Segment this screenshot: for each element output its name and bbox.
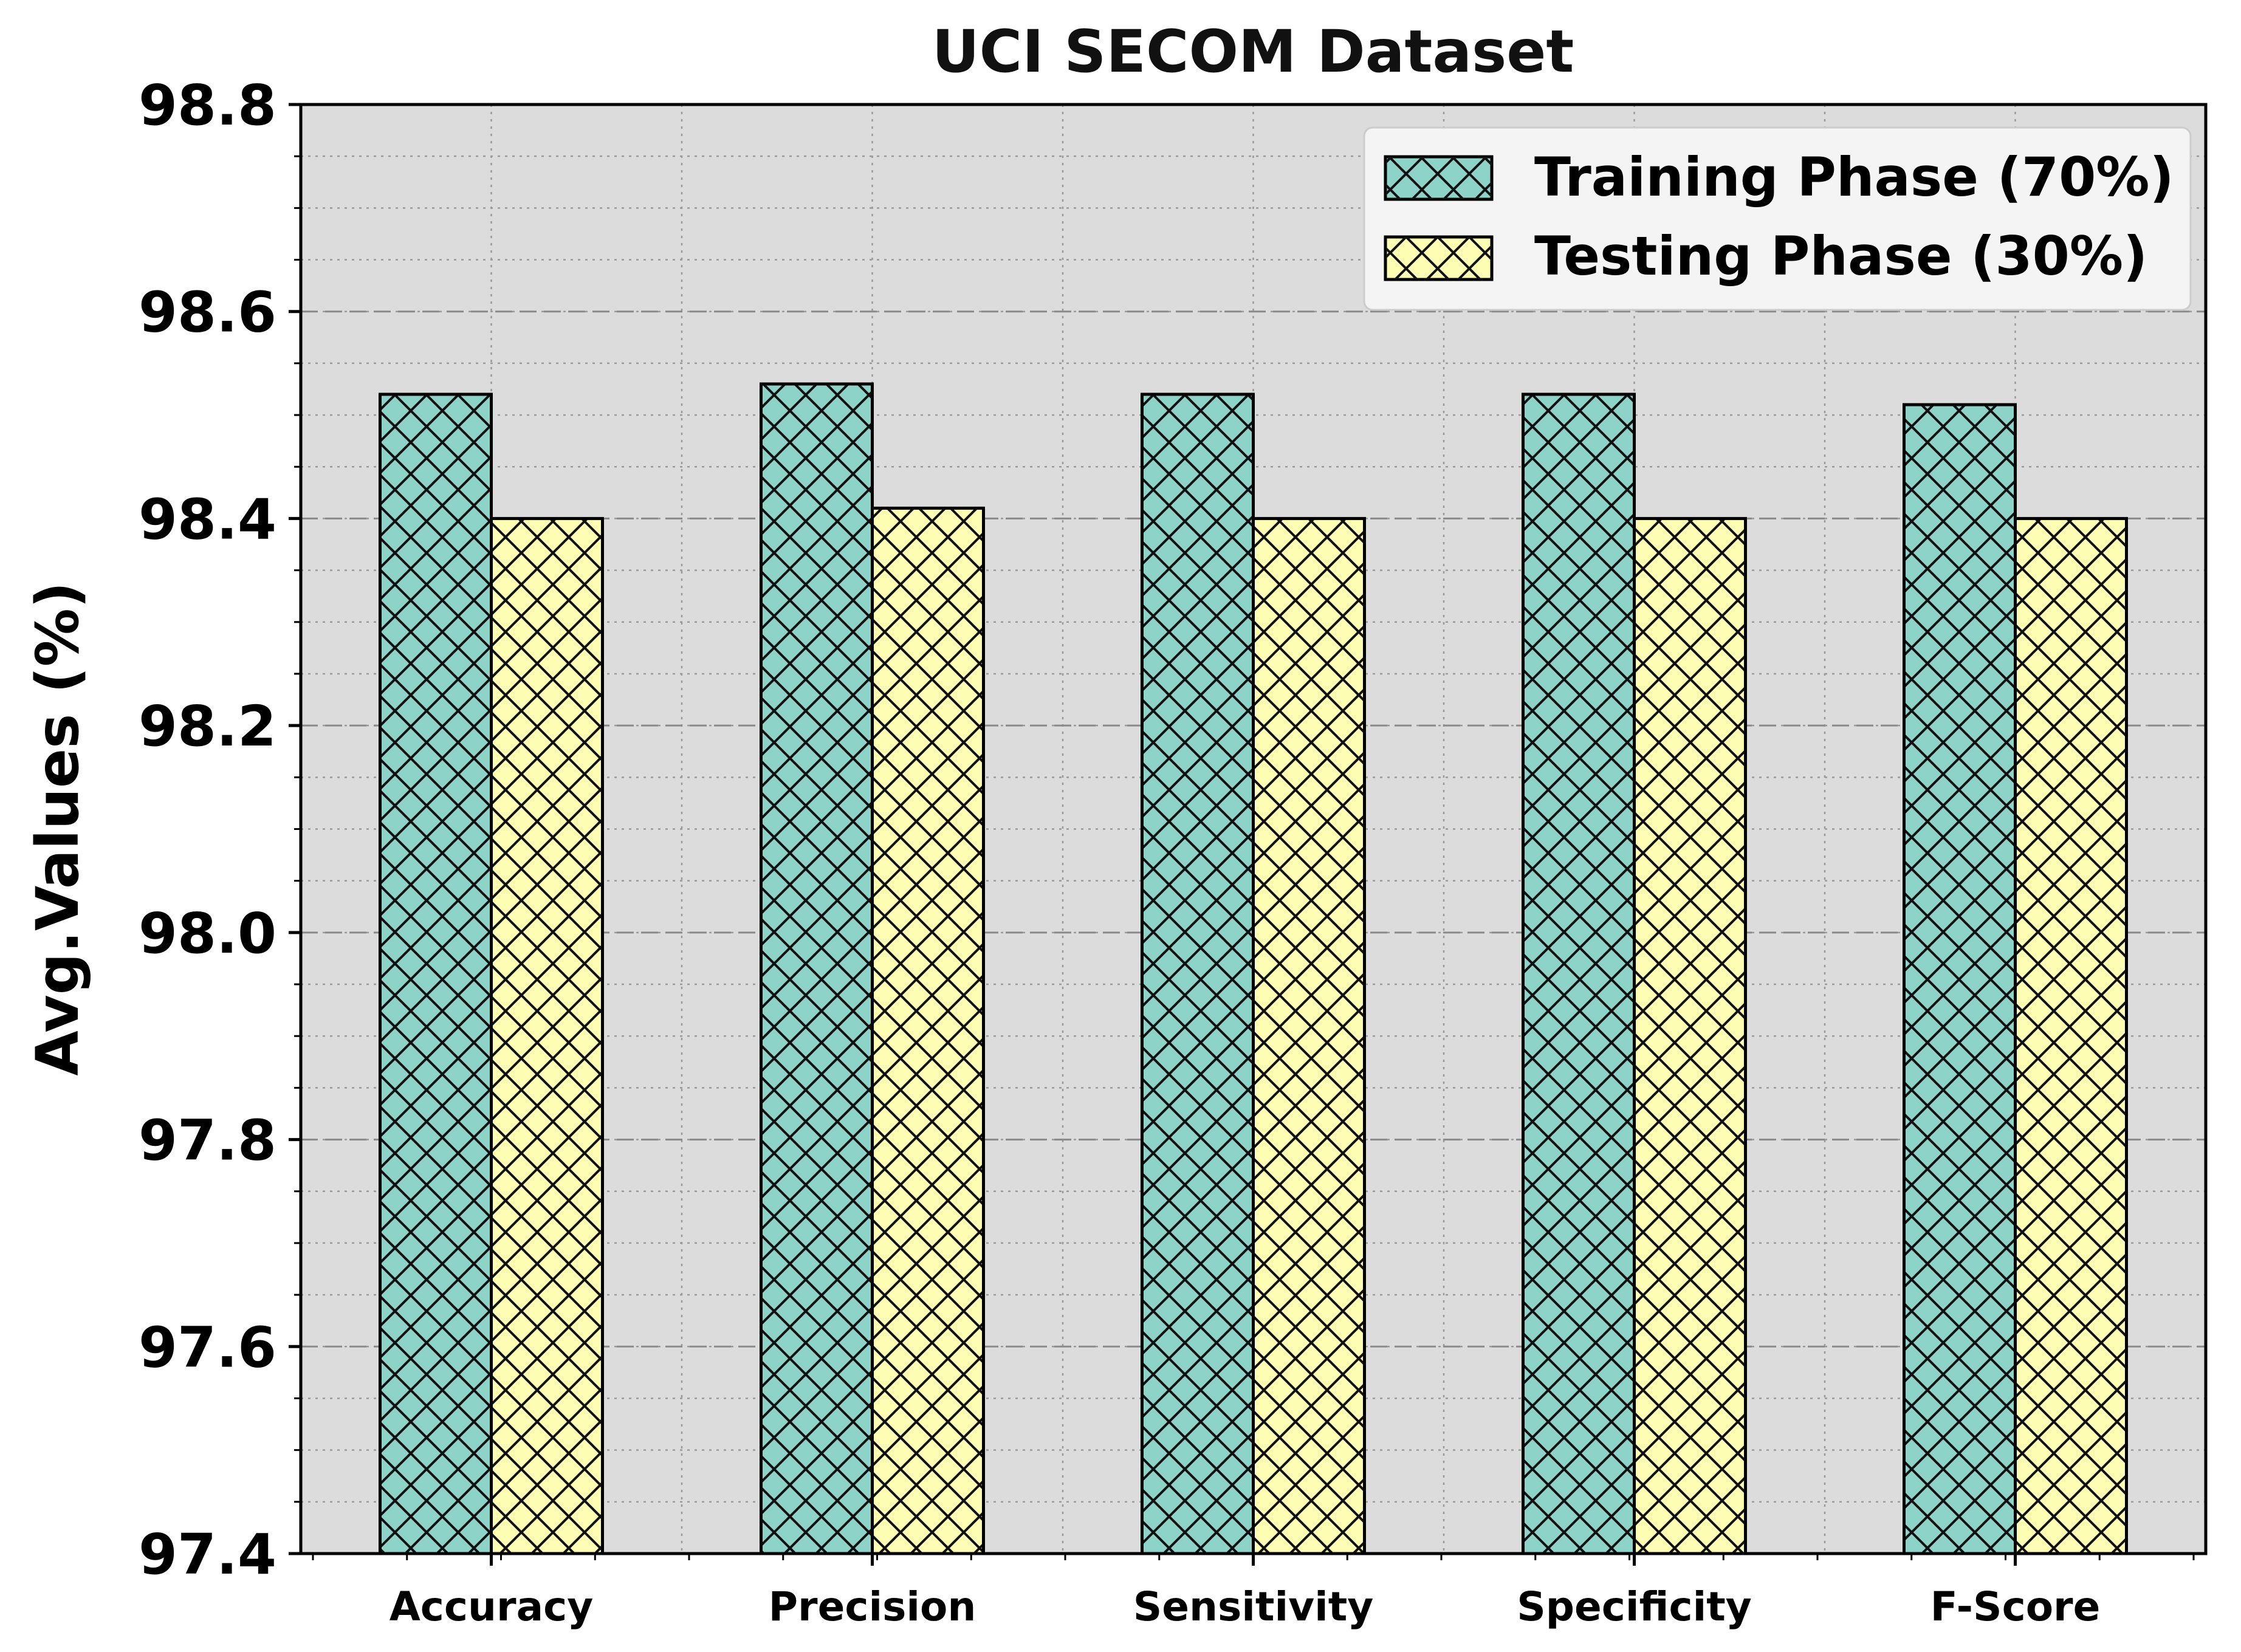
bar-1-1 [871, 506, 985, 1555]
bar-2-1 [1252, 516, 1366, 1555]
x-tick-label: Precision [769, 1583, 976, 1630]
legend: Training Phase (70%) Testing Phase (30%) [1363, 126, 2192, 311]
bar-3-0 [1522, 392, 1636, 1555]
bar-1-0 [760, 382, 874, 1555]
y-tick-label: 98.0 [139, 901, 276, 966]
legend-swatch-training-hatch [1385, 157, 1492, 199]
legend-box [1363, 126, 2192, 311]
bar-4-0 [1903, 403, 2017, 1555]
x-tick-label: F-Score [1930, 1583, 2101, 1630]
bar-3-1 [1633, 516, 1747, 1555]
y-tick-label: 97.6 [139, 1315, 276, 1380]
legend-label-testing: Testing Phase (30%) [1534, 225, 2147, 287]
bar-hatch [760, 382, 874, 1555]
bars [379, 382, 2128, 1555]
bar-hatch [1141, 392, 1255, 1555]
bar-hatch [2014, 516, 2128, 1555]
x-tick-label: Accuracy [390, 1583, 594, 1630]
y-tick-label: 97.8 [139, 1108, 276, 1173]
x-axis: Accuracy Precision Sensitivity Specificity F… [312, 1554, 2195, 1630]
x-tick-label: Sensitivity [1133, 1583, 1374, 1630]
bar-4-1 [2014, 516, 2128, 1555]
bar-hatch [490, 516, 604, 1555]
bar-hatch [1522, 392, 1636, 1555]
bar-hatch [1252, 516, 1366, 1555]
bar-hatch [871, 506, 985, 1555]
y-tick-label: 98.4 [139, 487, 276, 552]
legend-label-training: Training Phase (70%) [1534, 146, 2174, 208]
y-tick-label: 97.4 [139, 1522, 276, 1587]
y-axis-label: Avg.Values (%) [24, 581, 92, 1075]
y-axis: 97.4 97.6 97.8 98.0 98.2 98.4 98.6 98.8 [139, 73, 301, 1587]
y-tick-label: 98.2 [139, 694, 276, 759]
bar-hatch [1903, 403, 2017, 1555]
y-tick-label: 98.6 [139, 280, 276, 345]
bar-0-0 [379, 392, 493, 1555]
bar-0-1 [490, 516, 604, 1555]
chart-title: UCI SECOM Dataset [932, 18, 1574, 86]
bar-hatch [1633, 516, 1747, 1555]
bar-hatch [379, 392, 493, 1555]
bar-2-0 [1141, 392, 1255, 1555]
y-tick-label: 98.8 [139, 73, 276, 138]
legend-swatch-testing-hatch [1385, 237, 1492, 279]
x-tick-label: Specificity [1517, 1583, 1752, 1630]
